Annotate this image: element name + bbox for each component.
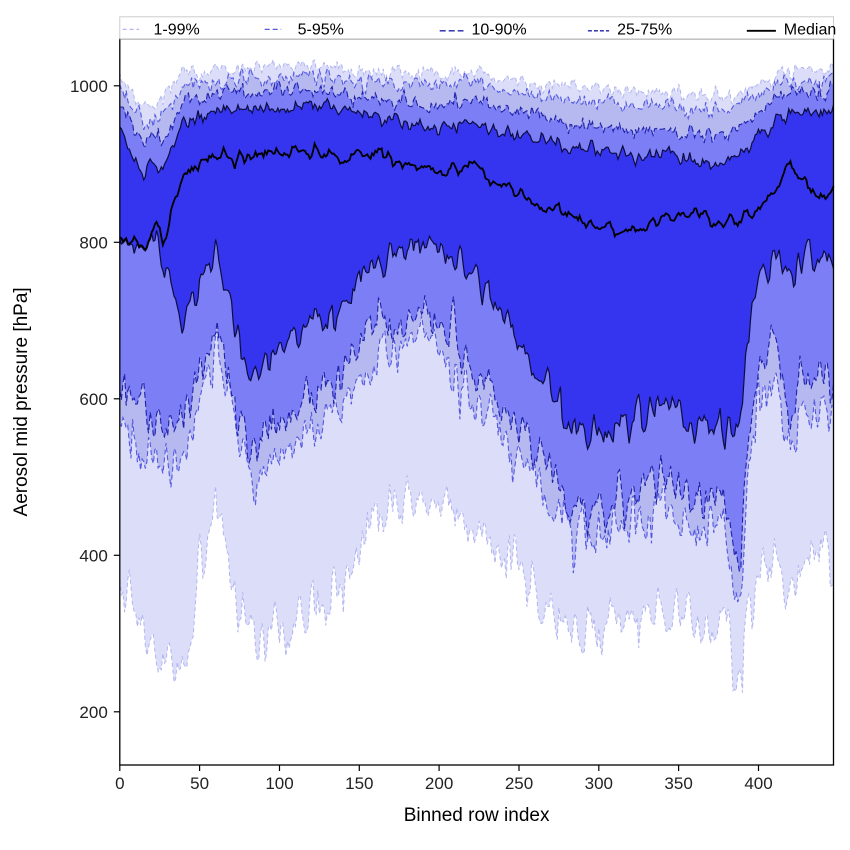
svg-text:25-75%: 25-75% [617,22,672,39]
svg-text:600: 600 [79,390,107,409]
svg-text:1-99%: 1-99% [154,22,200,39]
svg-text:350: 350 [664,774,692,793]
svg-text:1000: 1000 [70,77,108,96]
svg-text:Binned row index: Binned row index [404,805,550,826]
svg-text:400: 400 [79,546,107,565]
svg-text:Aerosol mid pressure [hPa]: Aerosol mid pressure [hPa] [11,287,32,516]
svg-text:200: 200 [425,774,453,793]
svg-text:Median: Median [784,22,836,39]
svg-text:50: 50 [190,774,209,793]
svg-text:5-95%: 5-95% [298,22,344,39]
svg-text:0: 0 [115,774,124,793]
svg-text:300: 300 [585,774,613,793]
svg-text:10-90%: 10-90% [472,22,527,39]
svg-text:250: 250 [505,774,533,793]
svg-text:200: 200 [79,703,107,722]
svg-text:150: 150 [345,774,373,793]
svg-text:400: 400 [744,774,772,793]
svg-text:800: 800 [79,233,107,252]
svg-text:100: 100 [265,774,293,793]
